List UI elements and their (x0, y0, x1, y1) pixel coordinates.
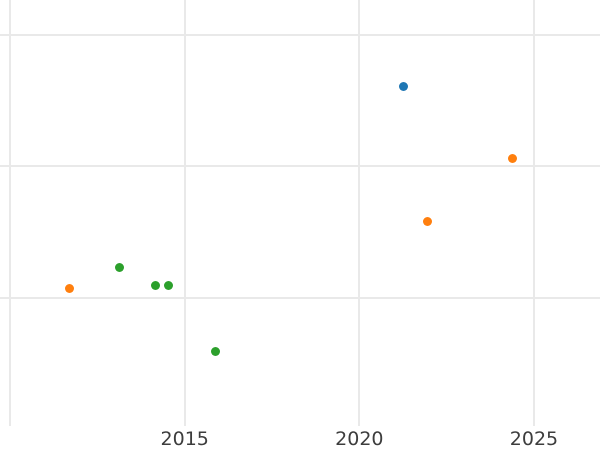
series-orange-point (64, 283, 74, 293)
series-orange-point (423, 217, 433, 227)
series-green-point (151, 281, 161, 291)
series-green-point (163, 281, 173, 291)
x-tick-label: 2020 (335, 428, 384, 450)
gridline-horizontal (0, 296, 600, 299)
gridline-vertical (183, 0, 186, 426)
x-tick-label: 2025 (509, 428, 559, 450)
series-green-point (114, 262, 124, 272)
gridline-vertical (532, 0, 535, 426)
x-tick-label: 2015 (160, 428, 209, 450)
gridline-horizontal (0, 165, 600, 168)
gridline-vertical (358, 0, 361, 426)
series-blue-point (398, 82, 408, 91)
gridline-horizontal (0, 34, 600, 37)
series-orange-point (507, 154, 517, 164)
series-green-point (211, 346, 221, 356)
gridline-vertical (9, 0, 12, 426)
